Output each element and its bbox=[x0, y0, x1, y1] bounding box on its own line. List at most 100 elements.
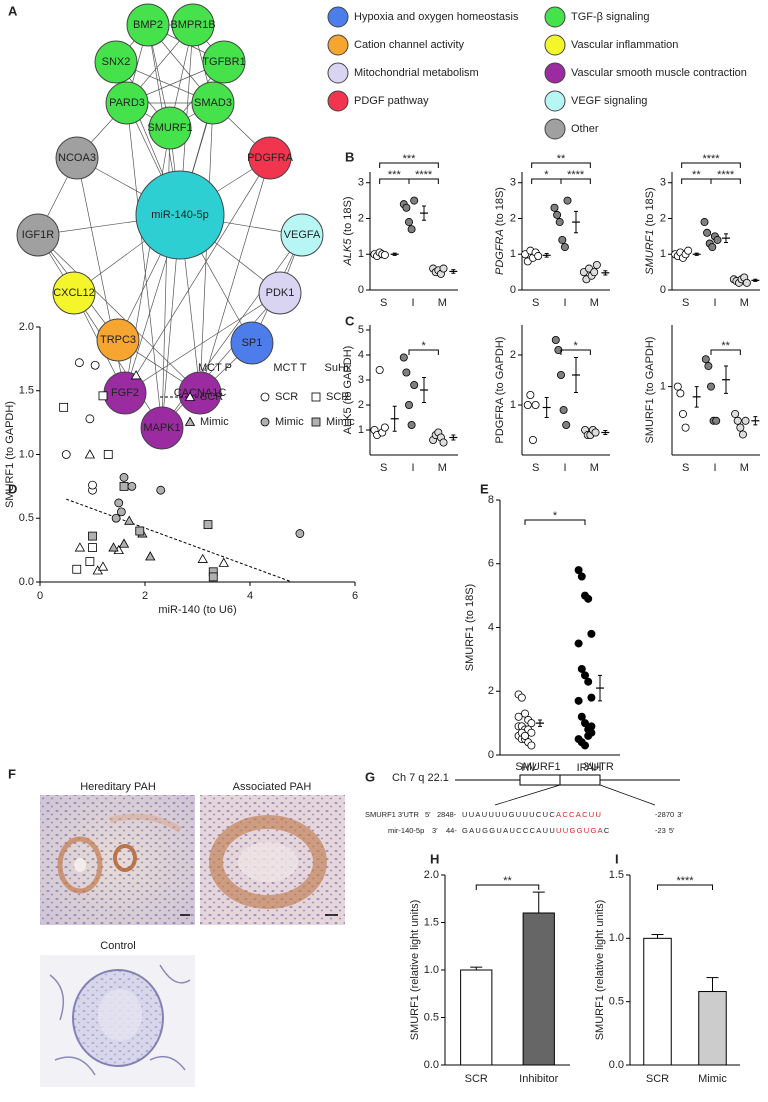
y-tick-label: 1.0 bbox=[424, 964, 439, 976]
gene-name: PDGFRA bbox=[494, 229, 506, 275]
data-point bbox=[514, 712, 523, 721]
data-point bbox=[741, 416, 750, 425]
y-tick-label: 0.5 bbox=[424, 1011, 439, 1023]
error-bar bbox=[538, 719, 542, 727]
y-tick-label: 1.5 bbox=[609, 869, 624, 881]
data-point bbox=[581, 719, 590, 728]
gene-label: SP1 bbox=[242, 337, 263, 349]
legend-label: Other bbox=[571, 123, 599, 135]
gene-label: FGF2 bbox=[111, 387, 139, 399]
gene-node bbox=[105, 81, 149, 125]
y-tick-label: 1 bbox=[510, 399, 516, 411]
data-point bbox=[124, 515, 135, 525]
significance-label: ** bbox=[557, 153, 566, 165]
y-tick-label: 1 bbox=[660, 380, 666, 392]
data-point bbox=[85, 557, 95, 566]
data-point bbox=[584, 594, 593, 603]
y-tick-label: 0 bbox=[510, 284, 516, 296]
y-tick-label: 4 bbox=[358, 349, 364, 361]
legend-swatch bbox=[327, 90, 349, 112]
x-tick-label: S bbox=[532, 462, 539, 474]
data-point bbox=[557, 370, 566, 379]
data-point bbox=[684, 246, 693, 255]
data-point bbox=[550, 203, 559, 212]
error-bar bbox=[574, 210, 578, 234]
y-tick-label: 2.0 bbox=[424, 869, 439, 881]
bar bbox=[698, 991, 727, 1066]
x-tick-label: I bbox=[411, 297, 414, 309]
significance-label: * bbox=[544, 169, 549, 181]
gene-node bbox=[230, 321, 274, 365]
y-tick-label: 3 bbox=[358, 177, 364, 189]
gene-label: CXCL12 bbox=[53, 287, 95, 299]
x-tick-label: M bbox=[740, 297, 749, 309]
x-tick-label: 0 bbox=[37, 590, 43, 602]
gene-label: BMP2 bbox=[133, 19, 163, 31]
y-tick-label: 8 bbox=[488, 494, 494, 506]
data-point bbox=[439, 264, 448, 273]
gene-node bbox=[148, 106, 192, 150]
significance-bracket bbox=[408, 349, 439, 355]
legend-marker bbox=[260, 417, 270, 427]
error-bar bbox=[694, 386, 699, 408]
y-tick-label: 0.5 bbox=[19, 512, 34, 524]
data-point bbox=[111, 513, 121, 523]
gene-name: SMURF1 bbox=[644, 229, 656, 274]
x-tick-label: M bbox=[438, 297, 447, 309]
bar bbox=[643, 937, 672, 1066]
significance-label: * bbox=[574, 340, 579, 352]
y-axis-label: SMURF1 (to GAPDH) bbox=[4, 401, 16, 508]
data-point bbox=[127, 481, 137, 491]
y-axis-label: SMURF1 (to 18S) bbox=[464, 584, 476, 671]
data-point bbox=[587, 629, 596, 638]
error-bar bbox=[603, 270, 608, 276]
panel-label: I bbox=[615, 851, 619, 866]
y-tick-label: 2 bbox=[660, 212, 666, 224]
x-tick-label: S bbox=[532, 297, 539, 309]
x-tick-label: M bbox=[590, 297, 599, 309]
gene-label: SNX2 bbox=[102, 56, 131, 68]
y-tick-label: 1 bbox=[660, 248, 666, 260]
y-axis-label: PDGFRA (to 18S) bbox=[494, 187, 506, 275]
data-point bbox=[103, 450, 113, 459]
error-bar bbox=[451, 434, 456, 441]
data-point bbox=[700, 218, 709, 227]
significance-bracket bbox=[531, 162, 591, 168]
gene-label: SMAD3 bbox=[194, 97, 232, 109]
legend-swatch bbox=[544, 34, 566, 56]
data-point bbox=[563, 196, 572, 205]
y-axis-label: ALK5 (to GAPDH) bbox=[342, 346, 354, 435]
data-point bbox=[574, 639, 583, 648]
legend-swatch bbox=[327, 34, 349, 56]
data-point bbox=[577, 572, 586, 581]
gene-node bbox=[191, 81, 235, 125]
gene-label: NCOA3 bbox=[58, 152, 96, 164]
data-point bbox=[527, 741, 536, 750]
significance-bracket bbox=[681, 162, 741, 168]
x-tick-label: M bbox=[590, 462, 599, 474]
y-tick-label: 1.0 bbox=[19, 448, 34, 460]
data-point bbox=[197, 553, 208, 563]
data-point bbox=[523, 400, 532, 409]
data-point bbox=[562, 420, 571, 429]
error-bar bbox=[724, 365, 728, 394]
x-tick-label: SCR bbox=[465, 1073, 488, 1085]
sequence: C bbox=[604, 826, 611, 835]
gene-node bbox=[16, 213, 60, 257]
histology-images bbox=[40, 795, 345, 1087]
data-point bbox=[531, 400, 540, 409]
y-tick-label: 1.0 bbox=[609, 932, 624, 944]
y-tick-label: 2 bbox=[358, 399, 364, 411]
legend-label: Mimic bbox=[275, 416, 304, 428]
panel-label: F bbox=[8, 766, 16, 781]
gene-label: PARD3 bbox=[109, 97, 145, 109]
legend-group: MCT P bbox=[198, 362, 232, 374]
significance-label: ** bbox=[692, 169, 701, 181]
x-tick-label: 6 bbox=[352, 590, 358, 602]
bar bbox=[522, 912, 555, 1066]
y-tick-label: 0.5 bbox=[609, 996, 624, 1008]
strand-end: 3′ bbox=[432, 826, 438, 835]
error-bar bbox=[544, 253, 549, 258]
position: -23 bbox=[655, 826, 666, 835]
significance-label: * bbox=[422, 340, 427, 352]
